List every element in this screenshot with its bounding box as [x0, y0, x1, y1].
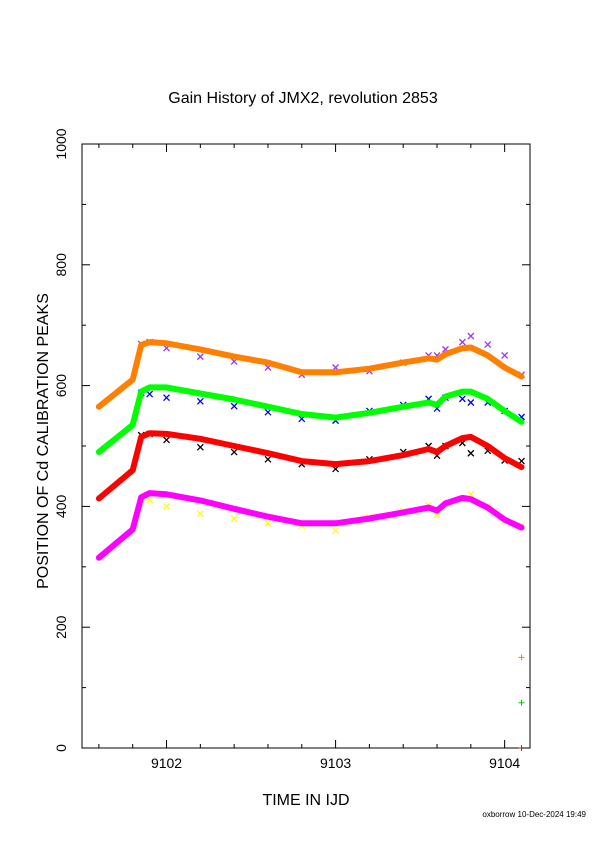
y-tick-label: 0 [53, 744, 69, 752]
scatter-point [501, 351, 509, 359]
scatter-point [467, 449, 475, 457]
plus-marker [518, 699, 525, 706]
scatter-point [467, 399, 475, 406]
plot-area [95, 332, 526, 751]
scatter-point [230, 515, 238, 522]
scatter-point [230, 448, 238, 456]
footer-credit: oxborrow 10-Dec-2024 19:49 [482, 810, 586, 819]
x-tick-label: 9104 [489, 755, 520, 771]
scatter-point [163, 502, 170, 510]
y-tick-label: 1000 [53, 128, 69, 159]
x-axis-label: TIME IN IJD [262, 792, 349, 809]
y-axis-label: POSITION OF Cd CALIBRATION PEAKS [35, 293, 52, 589]
scatter-point [458, 338, 466, 346]
scatter-point [163, 394, 170, 402]
x-tick-label: 9102 [151, 755, 182, 771]
series-line [95, 384, 525, 455]
scatter-point [467, 332, 475, 340]
scatter-point [163, 436, 170, 444]
series-line [95, 339, 525, 410]
plus-marker [518, 654, 525, 661]
scatter-point [196, 443, 204, 451]
series-line [95, 490, 525, 561]
series-line [95, 430, 525, 502]
scatter-point [230, 402, 238, 410]
axis-ticks: 0 200 400 600 800 1000 9102 9103 9104 [53, 128, 530, 771]
y-tick-label: 200 [53, 615, 69, 639]
scatter-point [264, 519, 272, 527]
x-tick-label: 9103 [320, 755, 351, 771]
y-tick-label: 400 [53, 495, 69, 519]
y-tick-label: 600 [53, 374, 69, 398]
scatter-point [196, 397, 204, 405]
scatter-point [196, 353, 204, 361]
scatter-point [458, 395, 466, 403]
scatter-point [146, 496, 154, 504]
scatter-point [484, 341, 492, 348]
scatter-point [196, 510, 204, 518]
scatter-point [264, 455, 272, 463]
chart-title: Gain History of JMX2, revolution 2853 [168, 90, 438, 107]
scatter-point [332, 465, 340, 473]
scatter-point [146, 390, 154, 398]
plot-frame [81, 143, 531, 749]
scatter-point [332, 527, 340, 535]
y-tick-label: 800 [53, 253, 69, 277]
